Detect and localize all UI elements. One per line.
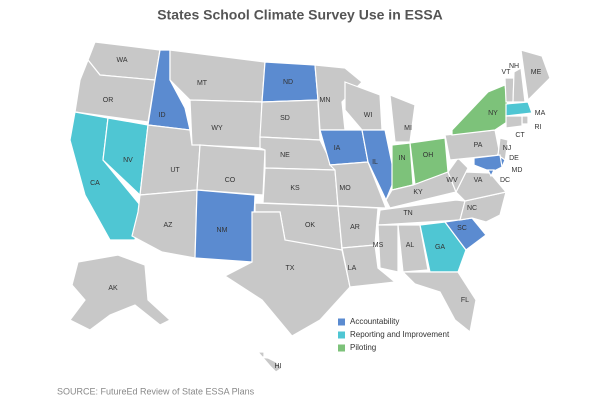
state-label: AZ [164,222,174,229]
state-shape [314,64,363,131]
state-shape [447,157,469,194]
state-shape [473,154,503,173]
state-label: OH [423,152,434,159]
source-note: SOURCE: FutureEd Review of State ESSA Pl… [57,386,255,396]
state-label: NM [217,227,228,234]
state-label: UT [170,167,180,174]
state-label: WA [116,57,127,64]
state-shape [401,271,477,334]
state-label: MT [197,80,208,87]
state-shape [361,129,396,202]
state-shape [419,221,467,273]
state-label: GA [435,244,445,251]
state-label: ND [283,79,293,86]
state-shape [397,224,429,273]
state-label: NC [467,205,477,212]
state-label: IN [399,155,406,162]
state-shape [391,142,414,191]
state-label: NV [123,157,133,164]
state-shape [341,244,397,288]
legend-swatch [338,318,345,326]
state-label: MD [512,167,523,174]
state-label: KY [413,189,423,196]
state-label: AL [406,242,415,249]
state-label: WI [364,112,373,119]
state-shape [259,99,321,141]
state-shape [256,351,283,373]
state-label: ME [531,69,542,76]
state-shape [451,84,511,136]
legend-swatch [338,344,345,352]
state-shape [487,169,495,178]
state-label: LA [348,265,357,272]
state-label: SC [457,225,467,232]
legend-swatch [338,331,345,339]
state-label: TN [403,210,412,217]
state-label: MS [373,242,384,249]
state-label: OR [103,97,114,104]
state-shape [196,144,266,196]
state-label: VA [474,177,483,184]
state-label: CA [90,180,100,187]
state-label: HI [275,363,282,370]
state-label: AK [108,285,118,292]
state-label: CT [515,132,525,139]
state-label: OK [305,222,315,229]
state-shape [512,67,526,103]
state-label: NE [280,152,290,159]
state-shape [223,211,351,337]
state-label: NY [488,110,498,117]
state-shape [505,101,533,117]
state-label: RI [535,124,542,131]
state-shape [521,115,529,125]
state-label: MN [320,97,331,104]
state-label: CO [225,177,236,184]
state-shape [505,115,523,129]
state-label: WV [446,177,458,184]
state-shape [169,49,266,103]
state-label: SD [280,115,290,122]
state-label: AR [350,224,360,231]
state-shape [377,224,399,273]
state-label: PA [474,142,483,149]
state-shape [69,254,172,331]
state-label: NJ [503,145,512,152]
state-shape [344,81,383,131]
state-label: WY [211,125,223,132]
map-title: States School Climate Survey Use in ESSA [157,7,443,23]
state-shape [262,167,339,207]
state-label: MA [535,110,546,117]
state-label: KS [290,185,300,192]
state-label: FL [461,297,469,304]
state-label: IL [372,159,378,166]
state-shape [389,94,416,143]
state-label: VT [502,69,512,76]
legend-label: Piloting [350,343,376,352]
state-label: NH [509,63,519,70]
state-label: MO [339,185,351,192]
state-shape [520,49,551,102]
legend-label: Accountability [350,317,399,326]
state-shape [189,99,263,149]
state-label: DC [500,177,510,184]
state-label: TX [286,265,295,272]
state-label: ID [159,112,166,119]
legend-label: Reporting and Improvement [350,330,450,339]
state-label: DE [509,155,519,162]
state-shape [139,124,201,196]
state-label: IA [334,145,341,152]
state-label: MI [404,125,412,132]
